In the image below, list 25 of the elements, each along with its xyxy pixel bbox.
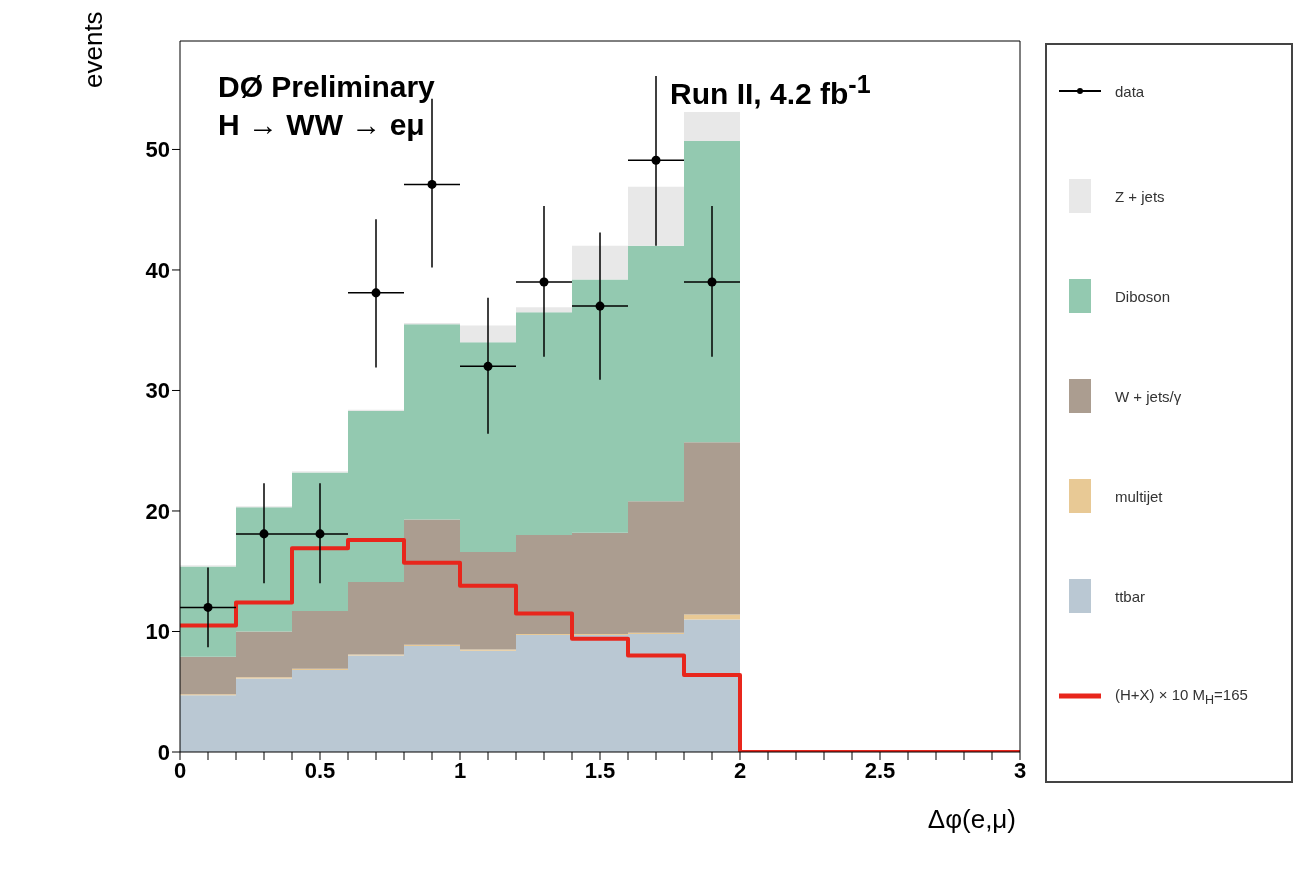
x-tick-label: 0	[173, 757, 187, 783]
annotation: Run II, 4.2 fb$^{-1}$	[670, 70, 871, 111]
x-tick-label: 0.5	[304, 757, 336, 783]
legend-label: Diboson	[1115, 287, 1171, 305]
x-tick-label: 1.5	[584, 757, 616, 783]
annotation: DØ Preliminary	[218, 70, 435, 104]
x-tick-label: 3	[1013, 757, 1027, 783]
x-tick-label: 2.5	[864, 757, 896, 783]
y-tick-label: 20	[145, 498, 170, 524]
x-tick-label: 1	[453, 757, 467, 783]
legend-label: data	[1115, 82, 1145, 100]
x-axis-title: Δφ(e,μ)	[927, 804, 1016, 834]
y-axis-title: events	[78, 11, 109, 88]
y-tick-label: 40	[145, 257, 170, 283]
legend-label: ttbar	[1115, 587, 1146, 605]
y-tick-label: 50	[145, 137, 170, 163]
x-tick-label: 2	[733, 757, 747, 783]
y-tick-label: 10	[145, 619, 170, 645]
legend-label: W + jets/γ	[1115, 387, 1182, 405]
y-tick-label: 0	[157, 739, 170, 765]
legend-label: Z + jets	[1115, 187, 1165, 205]
legend-label: (H+X) × 10 M$_{H}$=165	[1115, 685, 1248, 707]
annotation: H → WW → eμ	[218, 108, 425, 142]
y-tick-label: 30	[145, 378, 170, 404]
legend-label: multijet	[1115, 487, 1163, 505]
